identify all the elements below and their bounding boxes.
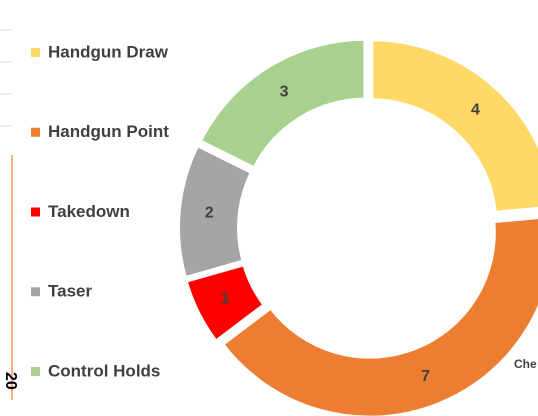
legend-label: Handgun Draw	[48, 42, 169, 61]
legend-swatch	[31, 287, 40, 297]
slice	[197, 36, 368, 172]
legend-swatch	[31, 207, 40, 217]
cropped-text: Che	[514, 357, 537, 371]
slice	[176, 142, 255, 281]
data-label: 4	[471, 101, 480, 118]
legend-label: Taser	[48, 282, 92, 301]
legend-label: Takedown	[48, 202, 130, 221]
slice	[183, 261, 268, 345]
slice	[369, 37, 538, 216]
legend-swatch	[31, 367, 40, 376]
data-label: 3	[280, 84, 289, 101]
legend-swatch	[31, 48, 40, 57]
legend-label: Control Holds	[48, 361, 160, 380]
slice	[219, 215, 538, 416]
cropped-text: 20	[2, 372, 19, 390]
data-label: 7	[421, 368, 430, 385]
legend-label: Handgun Point	[48, 122, 169, 141]
left-edge-fragment: 20	[0, 29, 19, 400]
data-label: 2	[205, 205, 214, 222]
data-label: 1	[221, 290, 230, 307]
legend-swatch	[31, 127, 40, 137]
